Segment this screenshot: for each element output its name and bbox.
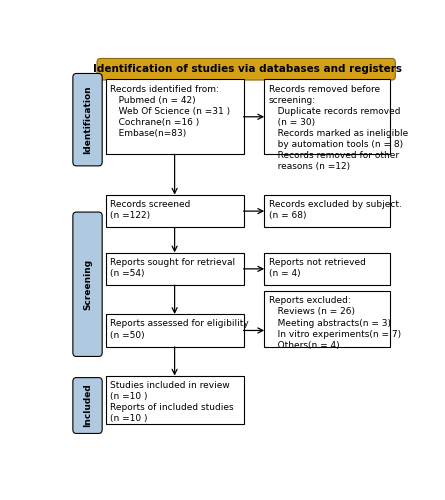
FancyBboxPatch shape (264, 252, 390, 285)
FancyBboxPatch shape (264, 195, 390, 228)
Text: Identification of studies via databases and registers: Identification of studies via databases … (93, 64, 401, 74)
FancyBboxPatch shape (105, 376, 243, 424)
Text: Records excluded by subject.
(n = 68): Records excluded by subject. (n = 68) (269, 200, 402, 220)
Text: Screening: Screening (83, 258, 92, 310)
FancyBboxPatch shape (73, 378, 102, 434)
Text: Reports sought for retrieval
(n =54): Reports sought for retrieval (n =54) (110, 258, 235, 278)
Text: Studies included in review
(n =10 )
Reports of included studies
(n =10 ): Studies included in review (n =10 ) Repo… (110, 381, 234, 424)
Text: Reports not retrieved
(n = 4): Reports not retrieved (n = 4) (269, 258, 366, 278)
FancyBboxPatch shape (97, 58, 395, 80)
FancyBboxPatch shape (73, 74, 102, 166)
FancyBboxPatch shape (73, 212, 102, 356)
FancyBboxPatch shape (105, 314, 243, 347)
Text: Identification: Identification (83, 86, 92, 154)
FancyBboxPatch shape (264, 79, 390, 154)
FancyBboxPatch shape (105, 195, 243, 228)
Text: Reports excluded:
   Reviews (n = 26)
   Meeting abstracts(n = 3)
   In vitro ex: Reports excluded: Reviews (n = 26) Meeti… (269, 296, 401, 350)
Text: Records identified from:
   Pubmed (n = 42)
   Web Of Science (n =31 )
   Cochra: Records identified from: Pubmed (n = 42)… (110, 84, 230, 138)
Text: Reports assessed for eligibility
(n =50): Reports assessed for eligibility (n =50) (110, 320, 249, 340)
FancyBboxPatch shape (105, 79, 243, 154)
Text: Records screened
(n =122): Records screened (n =122) (110, 200, 190, 220)
Text: Records removed before
screening:
   Duplicate records removed
   (n = 30)
   Re: Records removed before screening: Duplic… (269, 84, 408, 172)
FancyBboxPatch shape (264, 291, 390, 347)
FancyBboxPatch shape (105, 252, 243, 285)
Text: Included: Included (83, 384, 92, 428)
